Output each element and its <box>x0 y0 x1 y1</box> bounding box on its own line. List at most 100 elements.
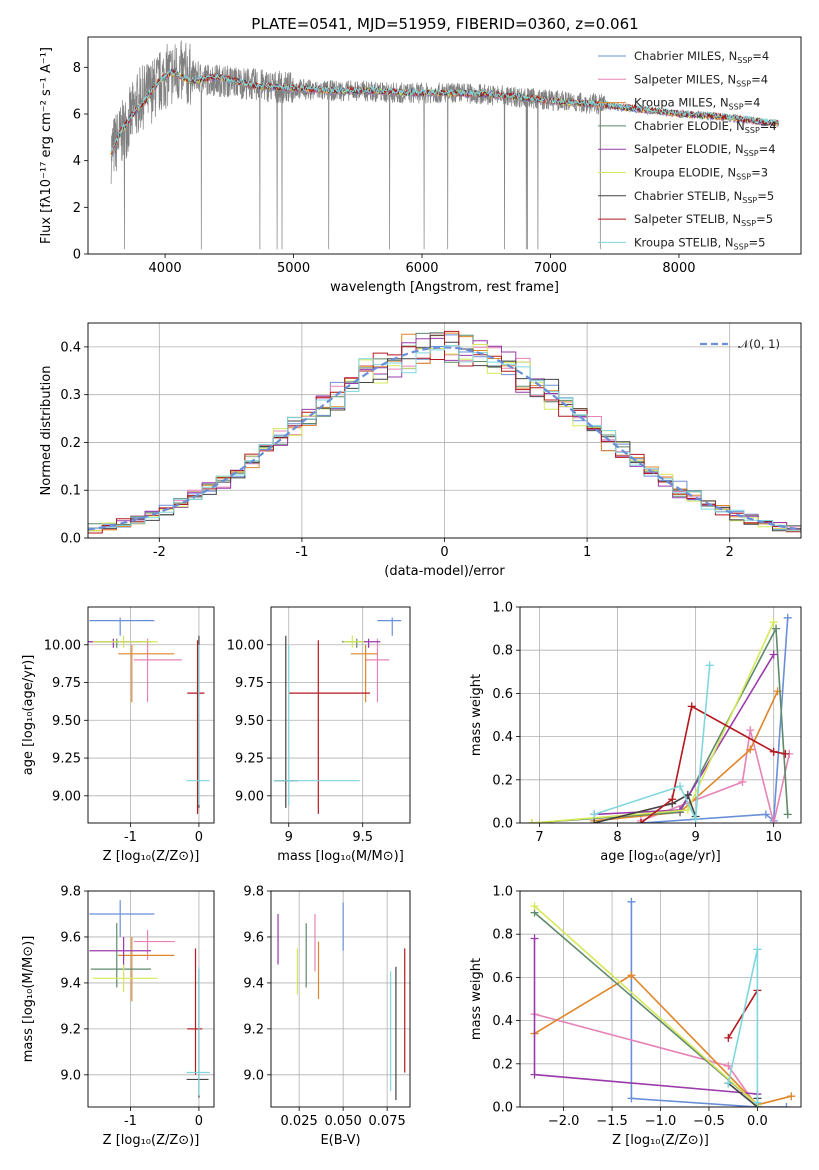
spectrum-panel: 4000 5000 6000 7000 8000 0 2 4 6 8 wavelength [Ang… <box>39 36 802 295</box>
y-tick-label: 0.0 <box>60 532 81 547</box>
y-tick-label: 0.2 <box>492 1057 513 1072</box>
x-tick-label: 0.0 <box>747 1114 768 1129</box>
weight-vs-z-panel: −2.0 −1.5 −1.0 −0.5 0.0 0.0 0.2 0.4 0.6 0.8 1.0 Z [… <box>469 885 802 1148</box>
weight-point <box>705 661 714 670</box>
y-tick-label: 10.00 <box>44 638 81 653</box>
weight-point <box>769 819 778 823</box>
weight-point <box>590 810 599 819</box>
x-tick-label: 0 <box>195 1114 203 1129</box>
weight-line <box>640 617 789 823</box>
y-tick-label: 1.0 <box>492 601 513 616</box>
weight-line <box>533 905 758 1106</box>
y-tick-label: 9.00 <box>235 789 264 804</box>
legend-entry: Chabrier ELODIE, NSSP=4 <box>634 119 777 135</box>
spectrum-lines <box>110 40 780 250</box>
weight-line <box>640 705 786 823</box>
weight-line <box>534 1013 759 1107</box>
legend-nssp: =5 <box>749 235 766 249</box>
y-tick-label: 9.6 <box>243 930 264 945</box>
weight-point <box>746 726 755 735</box>
errorbars <box>88 617 210 814</box>
x-tick-label: −2.0 <box>548 1114 580 1129</box>
weight-point <box>753 945 762 954</box>
x-axis-label: (data-model)/error <box>384 564 505 579</box>
weight-point <box>769 747 778 756</box>
legend-nssp: =4 <box>751 72 768 86</box>
age-vs-z-panel: -1 0 9.00 9.25 9.50 9.75 10.00 Z [log₁₀(Z/Z⊙)] a… <box>21 606 215 864</box>
x-tick-label: -1 <box>124 1114 137 1129</box>
y-tick-label: 0 <box>73 248 81 263</box>
y-tick-label: 9.4 <box>60 976 81 991</box>
y-tick-label: 9.50 <box>52 714 81 729</box>
weight-point <box>530 934 539 943</box>
legend-entry: Salpeter MILES, NSSP=4 <box>634 72 768 88</box>
weight-point <box>590 819 599 823</box>
residuals-panel: -2 -1 0 1 2 0.0 0.1 0.2 0.3 0.4 (data-model)/error… <box>39 322 802 579</box>
errorbars <box>277 902 406 1101</box>
y-tick-label: 9.0 <box>60 1068 81 1083</box>
axes-frame <box>87 36 802 255</box>
weight-line <box>594 793 697 823</box>
weight-line <box>534 974 792 1106</box>
legend-model-name: Salpeter STELIB, N <box>634 212 741 226</box>
y-tick-label: 0.0 <box>492 817 513 832</box>
x-tick-label: 9 <box>691 830 699 845</box>
weight-point <box>783 613 792 622</box>
weight-line <box>594 654 775 816</box>
legend-entry: Kroupa ELODIE, NSSP=3 <box>634 166 768 182</box>
axes-frame <box>87 322 802 539</box>
legend-model-name: Chabrier MILES, N <box>634 49 737 63</box>
axes-frame <box>87 606 215 824</box>
legend-subscript: SSP <box>744 149 759 158</box>
x-tick-label: 1 <box>583 545 591 560</box>
y-tick-label: 10.00 <box>227 638 264 653</box>
weight-line <box>593 665 711 822</box>
x-axis-label: wavelength [Angstrom, rest frame] <box>330 280 559 295</box>
errorbars <box>89 900 210 1098</box>
x-tick-label: 6000 <box>405 261 438 276</box>
y-axis-label: Normed distribution <box>39 366 54 496</box>
y-tick-label: 0.2 <box>492 773 513 788</box>
legend-subscript: SSP <box>742 196 757 205</box>
y-tick-label: 0.4 <box>60 340 81 355</box>
x-tick-label: -1 <box>124 830 137 845</box>
weight-point <box>783 810 792 819</box>
x-axis-label: Z [log₁₀(Z/Z⊙)] <box>612 1133 709 1148</box>
legend-subscript: SSP <box>734 242 749 251</box>
y-tick-label: 9.75 <box>52 676 81 691</box>
y-tick-label: 0.8 <box>492 644 513 659</box>
mass-vs-z-panel: -1 0 9.0 9.2 9.4 9.6 9.8 Z [log₁₀(Z/Z⊙)] mass [l… <box>21 885 215 1148</box>
legend-subscript: SSP <box>736 79 751 88</box>
legend-subscript: SSP <box>729 103 744 112</box>
legend-entry: Kroupa MILES, NSSP=4 <box>634 96 760 112</box>
x-tick-label: 8000 <box>662 261 695 276</box>
y-tick-label: 0.6 <box>492 971 513 986</box>
weight-point <box>627 971 636 980</box>
y-tick-label: 9.2 <box>243 1022 264 1037</box>
legend-model-name: Salpeter MILES, N <box>634 72 736 86</box>
y-tick-label: 0.0 <box>492 1101 513 1116</box>
figure-title: PLATE=0541, MJD=51959, FIBERID=0360, z=0… <box>251 15 638 33</box>
x-tick-label: 10 <box>765 830 782 845</box>
axes-frame <box>87 890 215 1108</box>
y-tick-label: 9.25 <box>52 752 81 767</box>
weight-point <box>782 1103 791 1107</box>
x-axis-label: Z [log₁₀(Z/Z⊙)] <box>103 1133 200 1148</box>
weight-point <box>724 1079 733 1088</box>
y-tick-label: 0.1 <box>60 484 81 499</box>
y-axis-label: mass [log₁₀(M/M⊙)] <box>21 936 36 1063</box>
y-tick-label: 9.0 <box>243 1068 264 1083</box>
legend-model-name: Chabrier ELODIE, N <box>634 119 745 133</box>
x-tick-label: 8 <box>613 830 621 845</box>
weight-point <box>753 1098 762 1107</box>
legend-nssp: =3 <box>751 166 768 180</box>
y-tick-label: 9.50 <box>235 714 264 729</box>
weight-point <box>691 814 700 823</box>
axes-frame <box>270 890 411 1108</box>
weight-line <box>531 621 775 823</box>
weight-point <box>530 1070 539 1079</box>
legend-nssp: =5 <box>757 189 774 203</box>
axes-frame <box>270 606 411 824</box>
weight-point <box>769 650 778 659</box>
